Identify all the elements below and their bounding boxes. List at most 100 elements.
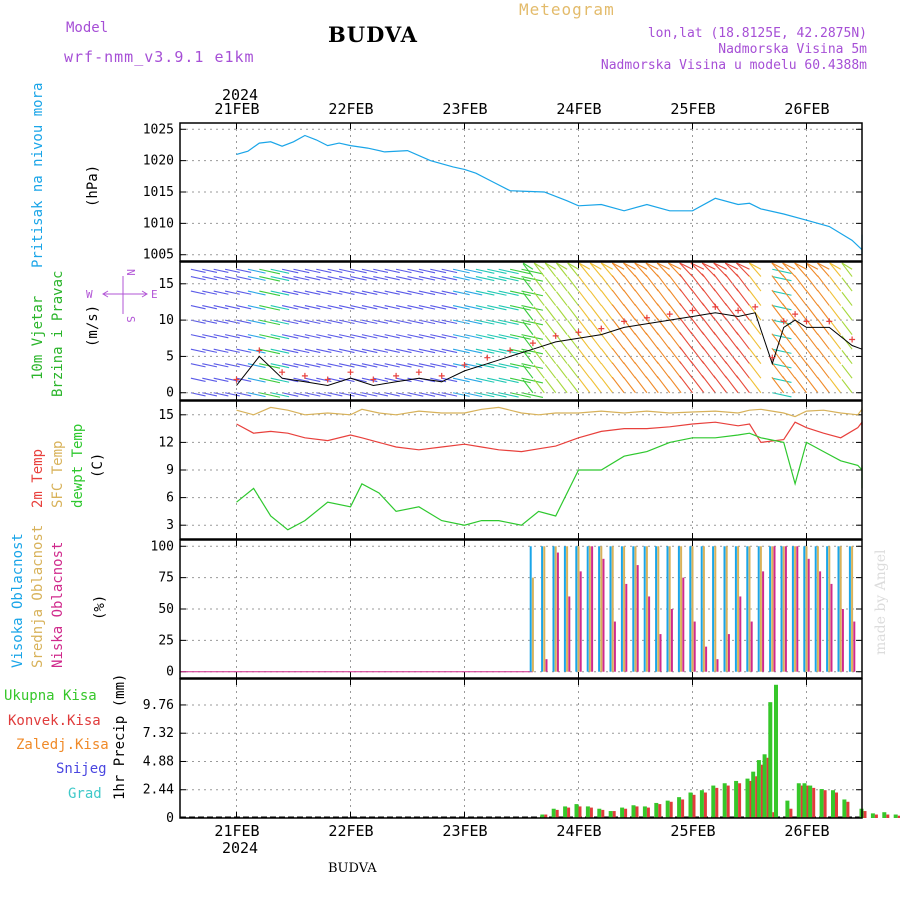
- wind-barb: [475, 290, 495, 296]
- wind-barb: [829, 262, 842, 277]
- wind-barb: [713, 262, 727, 270]
- total-precip-bar: [540, 814, 545, 818]
- wind-barb: [338, 334, 355, 339]
- y-tick-label: 1020: [143, 154, 174, 169]
- wind-barb: [725, 262, 739, 270]
- wind-barb: [327, 377, 343, 382]
- wind-barb: [350, 290, 367, 296]
- wind-barb: [556, 349, 568, 365]
- wind-gust-marker: [643, 314, 650, 321]
- convective-precip-bar: [760, 764, 764, 818]
- wind-barb: [338, 363, 355, 368]
- wind-barb: [270, 363, 290, 369]
- wind-barb: [701, 360, 716, 379]
- wind-barb: [645, 376, 659, 394]
- wind-barb: [544, 291, 557, 306]
- low-cloud-bar: [602, 558, 605, 672]
- low-cloud-bar: [841, 609, 844, 672]
- wind-barb: [224, 275, 240, 281]
- wind-barb: [656, 274, 671, 292]
- high-cloud-bar: [609, 546, 612, 672]
- wind-barb: [736, 375, 750, 394]
- wind-barb: [441, 377, 458, 383]
- mid-cloud-bar: [748, 546, 751, 672]
- y-tick-label: 0: [166, 665, 174, 680]
- top-date-label: 25FEB: [670, 100, 715, 118]
- wind-barb: [213, 275, 229, 281]
- wind-barb: [350, 319, 367, 325]
- total-precip-bar: [642, 806, 647, 818]
- wind-barb: [771, 262, 785, 277]
- wind-barb: [327, 348, 343, 353]
- wind-barb: [224, 268, 240, 274]
- wind-barb: [805, 333, 819, 350]
- wind-barb: [475, 334, 495, 340]
- wind-barb: [475, 268, 495, 274]
- mid-cloud-bar: [805, 546, 808, 672]
- wind-barb: [373, 305, 389, 310]
- wind-barb: [556, 262, 568, 277]
- wind-barb: [736, 262, 750, 270]
- wind-barb: [259, 319, 281, 326]
- wind-barb: [589, 305, 602, 321]
- mid-cloud-bar: [657, 546, 660, 672]
- bottom-date-label: 26FEB: [784, 822, 829, 840]
- wind-barb: [679, 262, 693, 277]
- wind-barb: [224, 290, 240, 295]
- wind-barb: [634, 262, 648, 277]
- wind-barb: [373, 275, 389, 281]
- wind-barb: [361, 363, 378, 368]
- wind-gust-marker: [484, 354, 491, 361]
- low-cloud-bar: [784, 546, 787, 672]
- wind-barb: [509, 348, 531, 355]
- wind-barb: [487, 275, 507, 282]
- wind-barb: [418, 363, 436, 368]
- wind-gust-marker: [393, 372, 400, 379]
- wind-barb: [771, 376, 785, 394]
- mid-cloud-bar: [851, 546, 854, 672]
- wind-barb: [782, 262, 796, 277]
- wind-barb: [259, 268, 281, 275]
- convective-precip-bar: [646, 807, 650, 818]
- mid-cloud-bar: [668, 546, 671, 672]
- wind-barb: [498, 392, 519, 398]
- bottom-date-label: 25FEB: [670, 822, 715, 840]
- convective-precip-bar: [812, 787, 816, 818]
- wind-barb: [522, 306, 534, 321]
- wind-barb: [475, 319, 495, 325]
- wind-barb: [794, 333, 807, 350]
- wind-barb: [634, 274, 648, 292]
- panel-frame: [179, 261, 863, 401]
- y-tick-label: 15: [158, 277, 174, 292]
- wind-barb: [748, 290, 762, 306]
- wind-barb: [600, 262, 613, 270]
- convective-precip-bar: [874, 814, 878, 818]
- wind-barb: [395, 377, 412, 383]
- total-precip-bar: [608, 811, 613, 818]
- wind-barb: [556, 363, 568, 379]
- high-cloud-bar: [757, 546, 760, 672]
- low-cloud-bar: [796, 546, 799, 672]
- wind-barb: [690, 288, 705, 306]
- wind-barb: [690, 273, 705, 292]
- wind-barb: [407, 305, 424, 310]
- wind-barb: [782, 274, 796, 292]
- wind-barb: [259, 290, 281, 297]
- wind-barb: [259, 392, 281, 398]
- wind-barb: [236, 392, 252, 397]
- high-cloud-bar: [666, 546, 669, 672]
- low-cloud-bar: [625, 583, 628, 672]
- wind-barb: [679, 332, 693, 350]
- wind-gust-marker: [598, 325, 605, 332]
- wind-barb: [316, 392, 332, 397]
- y-tick-label: 5: [166, 349, 174, 364]
- wind-barb: [533, 335, 545, 350]
- direction-w: W: [86, 288, 93, 301]
- wind-barb: [304, 348, 321, 354]
- wind-gust-marker: [752, 303, 759, 310]
- wind-barb: [338, 305, 355, 310]
- wind-barb: [713, 273, 728, 292]
- wind-barb: [794, 318, 807, 335]
- low-cloud-bar: [762, 571, 765, 672]
- meteogram-label: Meteogram: [519, 0, 615, 19]
